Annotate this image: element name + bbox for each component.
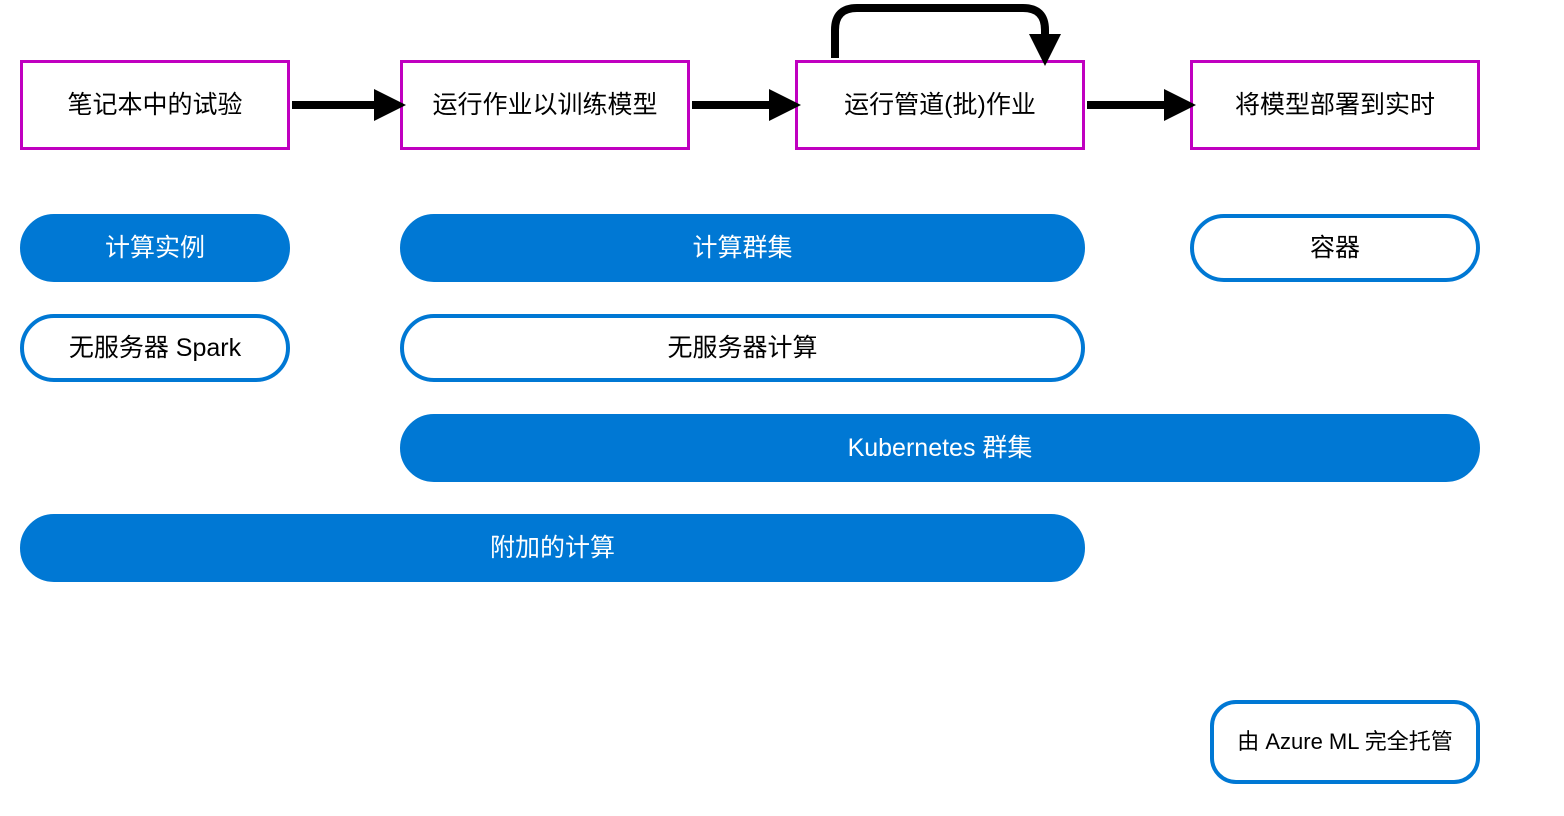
pill-serverless-compute: 无服务器计算	[400, 314, 1085, 382]
legend-box: 由 Azure ML 完全托管	[1210, 700, 1480, 784]
pill-label: 容器	[1310, 232, 1360, 265]
pill-attached-compute: 附加的计算	[20, 514, 1085, 582]
pill-label: Kubernetes 群集	[848, 432, 1033, 465]
flow-box-label: 将模型部署到实时	[1235, 89, 1435, 122]
flow-box-deploy: 将模型部署到实时	[1190, 60, 1480, 150]
pill-compute-cluster: 计算群集	[400, 214, 1085, 282]
pill-container: 容器	[1190, 214, 1480, 282]
flow-box-notebook: 笔记本中的试验	[20, 60, 290, 150]
flow-box-label: 运行作业以训练模型	[432, 89, 657, 122]
pill-label: 无服务器 Spark	[69, 332, 241, 365]
diagram-canvas: { "layout": { "width": 1564, "height": 8…	[0, 0, 1564, 816]
flow-box-pipeline: 运行管道(批)作业	[795, 60, 1085, 150]
flow-box-train: 运行作业以训练模型	[400, 60, 690, 150]
pill-label: 计算群集	[692, 232, 792, 265]
pill-serverless-spark: 无服务器 Spark	[20, 314, 290, 382]
pill-kubernetes-cluster: Kubernetes 群集	[400, 414, 1480, 482]
flow-box-label: 运行管道(批)作业	[844, 89, 1036, 122]
pill-label: 计算实例	[105, 232, 205, 265]
legend-label: 由 Azure ML 完全托管	[1237, 728, 1453, 757]
flow-box-label: 笔记本中的试验	[67, 89, 242, 122]
pill-compute-instance: 计算实例	[20, 214, 290, 282]
pill-label: 附加的计算	[490, 532, 615, 565]
pill-label: 无服务器计算	[667, 332, 817, 365]
